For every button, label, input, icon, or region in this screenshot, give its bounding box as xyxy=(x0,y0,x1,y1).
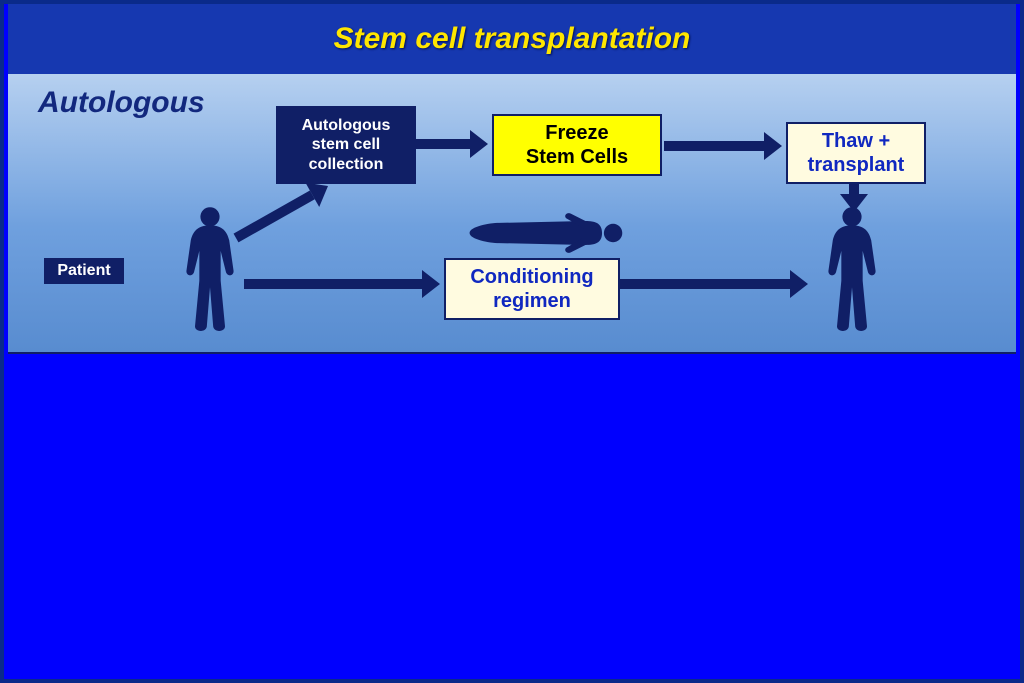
node-conditioning: Conditioning regimen xyxy=(444,258,620,320)
person-left-icon xyxy=(178,204,242,337)
arrow-freeze-to-thaw xyxy=(664,132,782,160)
person-right-icon xyxy=(820,204,884,337)
person-lying-icon xyxy=(460,210,630,261)
arrow-patient-to-conditioning xyxy=(244,270,440,298)
node-patient_label: Patient xyxy=(44,258,124,284)
title-band: Stem cell transplantation xyxy=(8,4,1016,74)
arrow-patient-to-collection xyxy=(236,183,328,238)
arrow-conditioning-to-person2 xyxy=(620,270,808,298)
arrow-collection-to-freeze xyxy=(416,130,488,158)
node-freeze: Freeze Stem Cells xyxy=(492,114,662,176)
node-thaw: Thaw + transplant xyxy=(786,122,926,184)
node-collection: Autologous stem cell collection xyxy=(276,106,416,184)
diagram-panel: Autologous PatientAutologous stem cell c… xyxy=(8,74,1016,354)
slide-title: Stem cell transplantation xyxy=(334,22,691,56)
